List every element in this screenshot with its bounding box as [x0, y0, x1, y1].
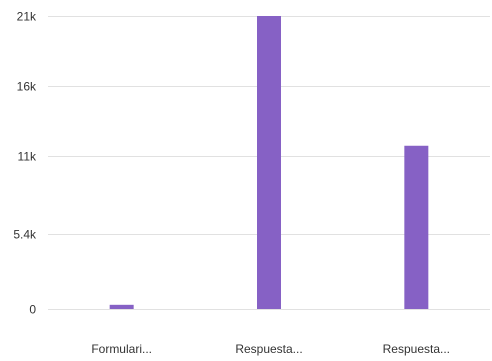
- x-axis-ticks: Formulari... Respuesta... Respuesta...: [91, 342, 450, 356]
- x-tick-label: Formulari...: [91, 342, 152, 356]
- y-tick-label: 21k: [17, 10, 37, 24]
- y-tick-label: 5.4k: [13, 228, 37, 242]
- y-axis-ticks: 0 5.4k 11k 16k 21k: [13, 10, 37, 317]
- x-tick-label: Respuesta...: [235, 342, 302, 356]
- y-tick-label: 11k: [18, 150, 37, 164]
- y-tick-label: 16k: [17, 80, 37, 94]
- bar[interactable]: [404, 145, 429, 309]
- y-tick-label: 0: [29, 303, 36, 317]
- bars: [109, 16, 429, 309]
- bar[interactable]: [257, 16, 281, 309]
- x-tick-label: Respuesta...: [383, 342, 450, 356]
- bar[interactable]: [109, 304, 134, 309]
